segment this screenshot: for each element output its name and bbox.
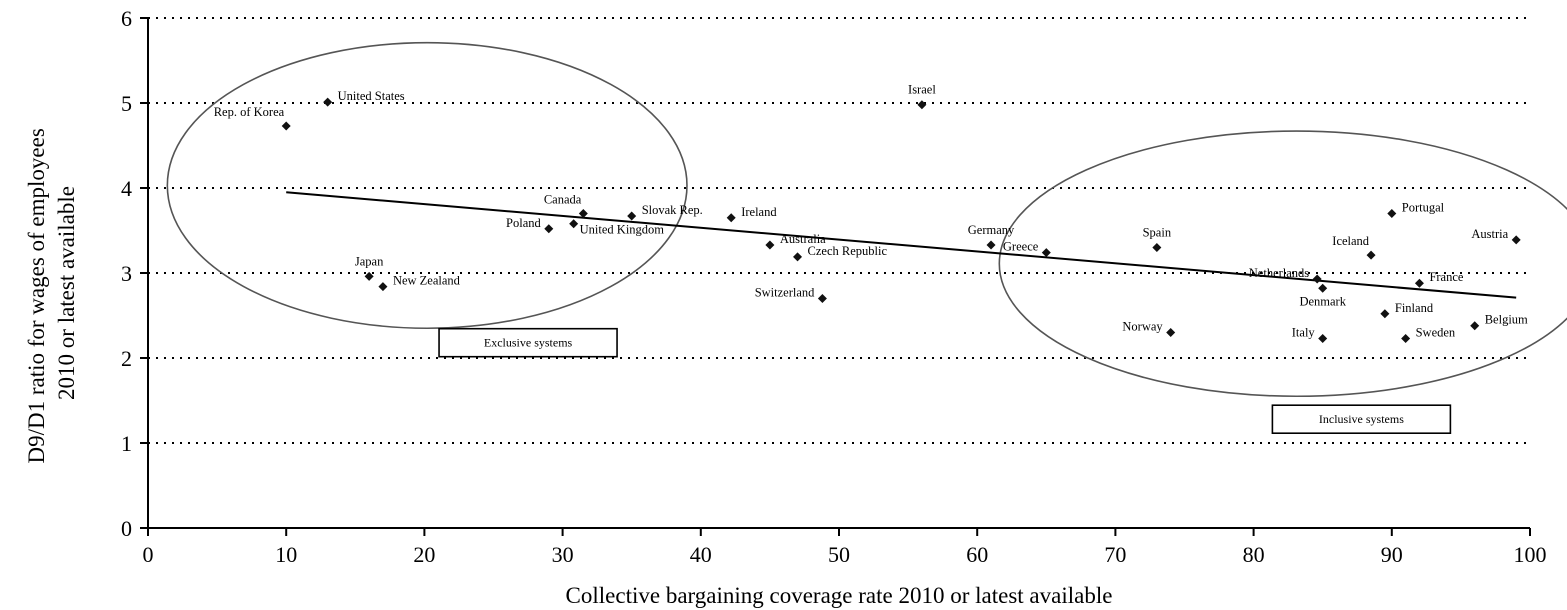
- y-tick-label-5: 5: [121, 91, 132, 116]
- point-label-japan: Japan: [355, 254, 384, 268]
- point-label-slovak-rep: Slovak Rep.: [642, 203, 703, 217]
- y-tick-label-1: 1: [121, 431, 132, 456]
- point-norway: [1166, 328, 1176, 337]
- gridlines: [148, 17, 1530, 444]
- point-ireland: [726, 213, 736, 223]
- box-exclusive-systems: [438, 327, 618, 358]
- x-tick-label-80: 80: [1243, 542, 1265, 567]
- point-label-rep-of-korea: Rep. of Korea: [214, 105, 285, 119]
- x-tick-label-70: 70: [1104, 542, 1126, 567]
- point-united-kingdom: [569, 219, 579, 229]
- point-label-finland: Finland: [1395, 301, 1434, 315]
- point-greece: [1041, 248, 1051, 258]
- point-label-norway: Norway: [1122, 320, 1163, 334]
- point-israel: [917, 100, 927, 110]
- point-belgium: [1470, 321, 1480, 331]
- point-poland: [544, 224, 554, 234]
- point-label-belgium: Belgium: [1485, 313, 1528, 327]
- x-tick-label-100: 100: [1514, 542, 1547, 567]
- point-rep-of-korea: [281, 121, 291, 131]
- y-axis-label-line-2: 2010 or latest available: [54, 186, 79, 400]
- point-australia: [765, 240, 775, 250]
- y-tick-label-6: 6: [121, 6, 132, 31]
- point-label-spain: Spain: [1143, 226, 1172, 240]
- trendline-layer: [286, 191, 1517, 299]
- point-label-poland: Poland: [506, 216, 541, 230]
- x-tick-label-90: 90: [1381, 542, 1403, 567]
- point-label-czech-republic: Czech Republic: [808, 244, 888, 258]
- group-ellipses: [166, 41, 1567, 398]
- x-tick-label-30: 30: [552, 542, 574, 567]
- point-iceland: [1366, 250, 1376, 260]
- x-tick-label-10: 10: [275, 542, 297, 567]
- point-denmark: [1318, 283, 1328, 293]
- y-tick-label-2: 2: [121, 346, 132, 371]
- y-axis-label: D9/D1 ratio for wages of employees 2010 …: [24, 122, 79, 463]
- x-tick-label-0: 0: [143, 542, 154, 567]
- point-label-australia: Australia: [780, 232, 826, 246]
- point-united-states: [323, 97, 333, 107]
- point-new-zealand: [378, 282, 388, 292]
- point-germany: [986, 240, 996, 250]
- point-label-israel: Israel: [908, 83, 936, 97]
- data-points: [281, 97, 1521, 343]
- point-slovak-rep: [627, 211, 637, 221]
- point-japan: [364, 271, 374, 281]
- point-france: [1414, 278, 1424, 288]
- x-tick-label-40: 40: [690, 542, 712, 567]
- point-label-ireland: Ireland: [741, 205, 777, 219]
- point-canada: [578, 209, 588, 218]
- x-tick-label-50: 50: [828, 542, 850, 567]
- point-label-united-kingdom: United Kingdom: [580, 223, 665, 237]
- group-labels: Exclusive systems Inclusive systems: [438, 327, 1452, 435]
- point-label-netherlands: Netherlands: [1249, 266, 1310, 280]
- trendline: [286, 191, 1517, 299]
- point-label-portugal: Portugal: [1402, 201, 1445, 215]
- point-label-iceland: Iceland: [1332, 234, 1370, 248]
- y-tick-label-4: 4: [121, 176, 132, 201]
- ellipse-exclusive-systems: [166, 41, 688, 330]
- x-tick-label-60: 60: [966, 542, 988, 567]
- box-label-exclusive-systems: Exclusive systems: [484, 336, 573, 350]
- y-axis-label-line-1: D9/D1 ratio for wages of employees: [24, 128, 49, 463]
- point-labels: United States Rep. of Korea Israel Canada Sl…: [214, 83, 1528, 340]
- box-label-inclusive-systems: Inclusive systems: [1319, 412, 1404, 426]
- point-netherlands: [1312, 274, 1322, 284]
- point-finland: [1380, 309, 1390, 319]
- point-label-united-states: United States: [338, 89, 405, 103]
- point-label-switzerland: Switzerland: [755, 286, 815, 300]
- ellipse-inclusive-systems: [998, 130, 1567, 398]
- point-spain: [1152, 243, 1162, 252]
- point-label-france: France: [1429, 270, 1463, 284]
- point-switzerland: [817, 294, 827, 303]
- point-czech-republic: [793, 252, 803, 262]
- box-inclusive-systems: [1271, 404, 1452, 435]
- point-italy: [1318, 333, 1328, 343]
- point-label-italy: Italy: [1292, 325, 1316, 339]
- point-label-austria: Austria: [1471, 227, 1508, 241]
- point-label-canada: Canada: [544, 193, 582, 207]
- point-label-greece: Greece: [1003, 240, 1039, 254]
- point-label-denmark: Denmark: [1299, 294, 1346, 308]
- y-tick-label-0: 0: [121, 516, 132, 541]
- axes: [140, 17, 1531, 536]
- point-sweden: [1401, 333, 1411, 343]
- point-austria: [1511, 235, 1521, 245]
- y-tick-label-3: 3: [121, 261, 132, 286]
- point-portugal: [1387, 209, 1397, 218]
- x-tick-label-20: 20: [413, 542, 435, 567]
- point-label-germany: Germany: [968, 223, 1015, 237]
- point-label-new-zealand: New Zealand: [393, 274, 461, 288]
- x-axis-label: Collective bargaining coverage rate 2010…: [566, 583, 1113, 608]
- point-label-sweden: Sweden: [1416, 325, 1456, 339]
